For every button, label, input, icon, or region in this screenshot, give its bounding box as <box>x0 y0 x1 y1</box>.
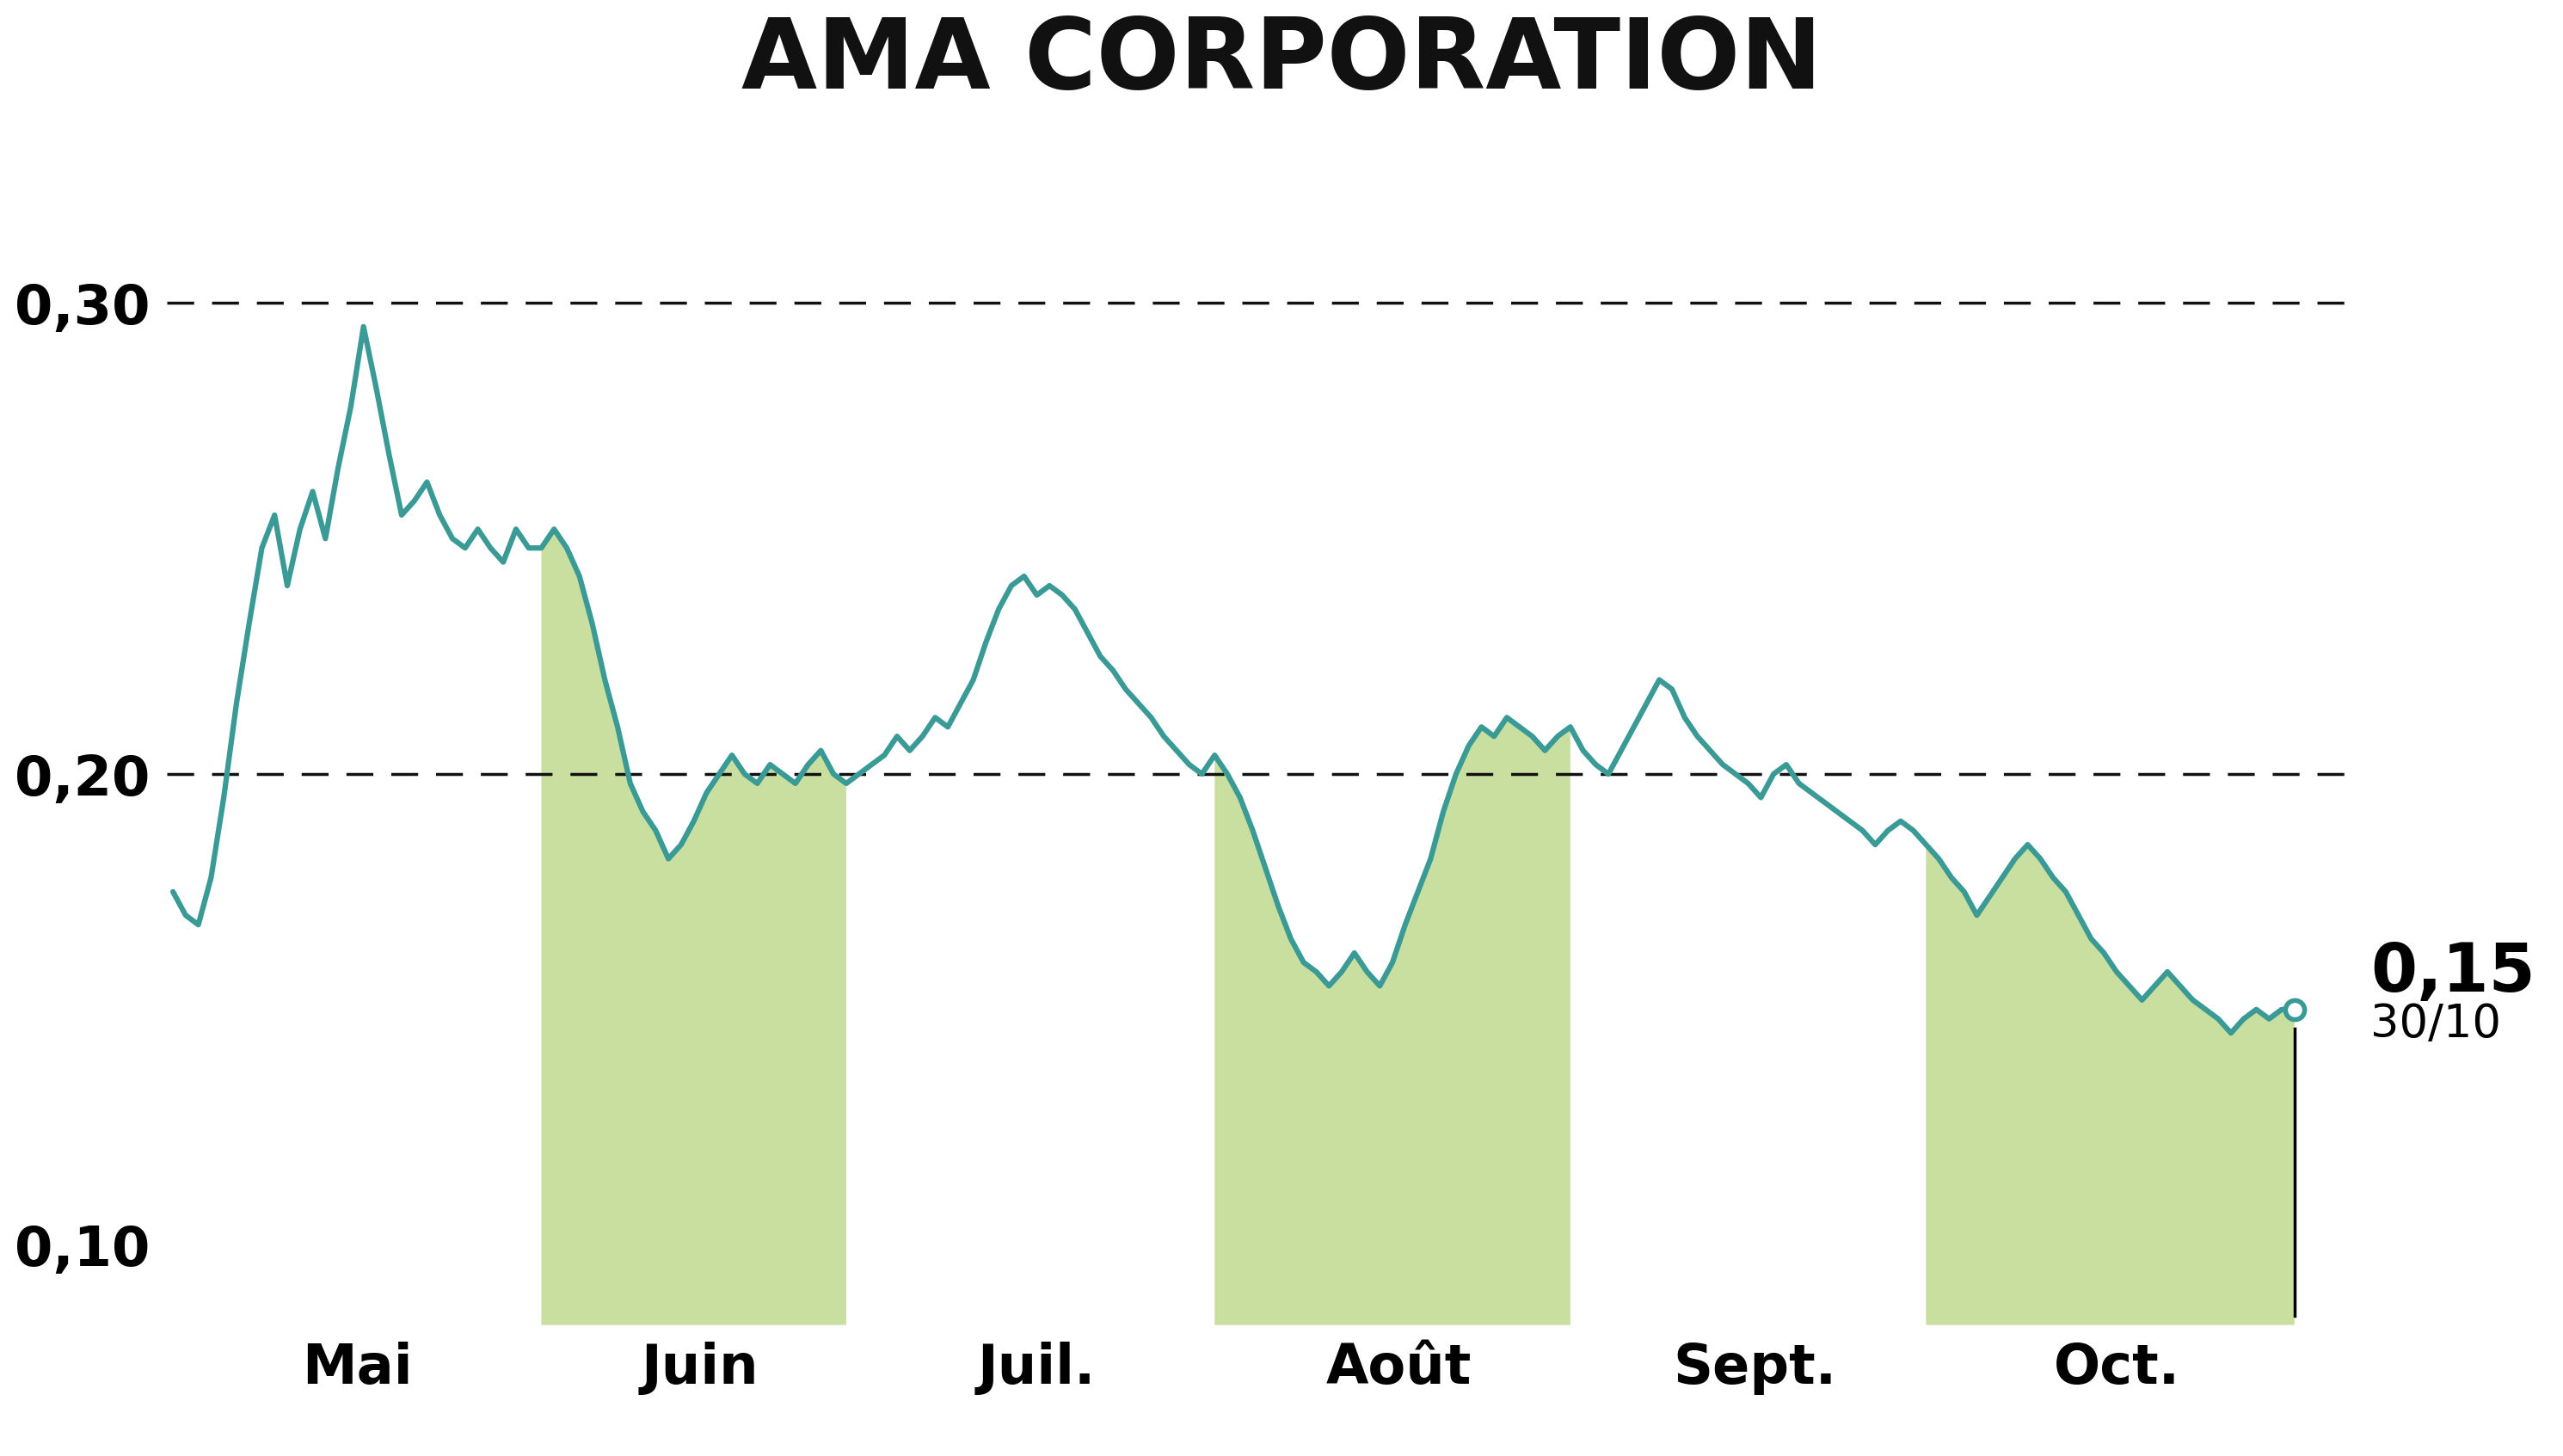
Text: AMA CORPORATION: AMA CORPORATION <box>741 15 1822 109</box>
Text: 0,15: 0,15 <box>2371 941 2535 1006</box>
Text: 30/10: 30/10 <box>2371 1002 2501 1047</box>
